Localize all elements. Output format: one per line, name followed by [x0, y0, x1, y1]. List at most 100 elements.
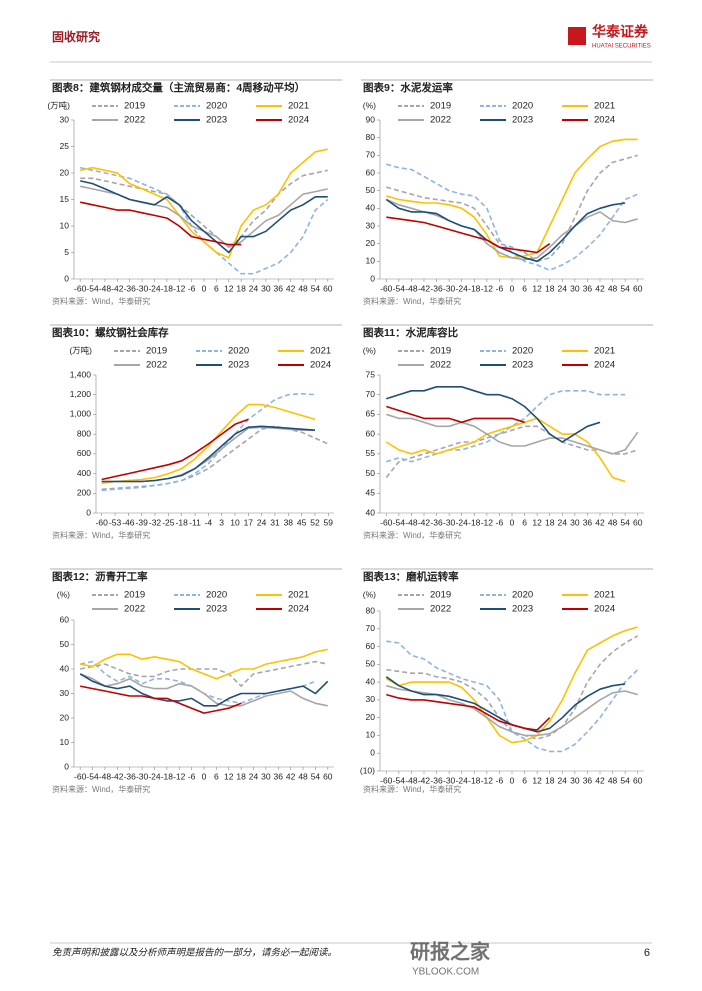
series-line [386, 635, 639, 740]
x-tick-label: -18 [161, 771, 174, 781]
x-tick-label: 42 [595, 775, 605, 785]
legend-label: 2023 [206, 115, 227, 126]
x-tick-label: 18 [236, 283, 246, 293]
x-tick-label: 6 [522, 775, 527, 785]
x-tick-label: -54 [393, 283, 406, 293]
x-tick-label: -6 [496, 283, 504, 293]
legend-label: 2023 [512, 115, 533, 126]
x-tick-label: 12 [532, 283, 542, 293]
legend-label: 2021 [288, 590, 309, 601]
section-label: 固收研究 [52, 29, 100, 44]
x-tick-label: 36 [583, 775, 593, 785]
logo-text: 华泰证券 [592, 24, 649, 40]
y-tick-label: 0 [64, 761, 69, 771]
x-tick-label: 0 [510, 775, 515, 785]
x-tick-label: -12 [173, 771, 186, 781]
x-tick-label: 0 [510, 517, 515, 527]
y-tick-label: 70 [366, 623, 376, 633]
series-line [386, 405, 525, 424]
series-line [80, 201, 242, 246]
legend-label: 2021 [288, 101, 309, 112]
series-line [386, 390, 626, 463]
legend-label: 2022 [430, 360, 451, 371]
y-tick-label: 45 [366, 488, 376, 498]
y-tick-label: 600 [77, 448, 91, 458]
y-tick-label: 25 [60, 141, 70, 151]
x-tick-label: 48 [608, 283, 618, 293]
legend-label: 2020 [206, 101, 227, 112]
chart-title: 图表9：水泥发运率 [363, 81, 453, 94]
x-tick-label: 0 [510, 283, 515, 293]
series-line [80, 685, 242, 714]
legend-label: 2022 [124, 604, 145, 615]
x-tick-label: -42 [418, 775, 431, 785]
x-tick-label: 6 [522, 517, 527, 527]
series-line [386, 216, 551, 254]
x-tick-label: -36 [430, 283, 443, 293]
x-tick-label: 60 [633, 283, 643, 293]
x-tick-label: -30 [443, 517, 456, 527]
y-tick-label: 60 [366, 167, 376, 177]
x-tick-label: -18 [161, 283, 174, 293]
x-tick-label: 24 [249, 283, 259, 293]
x-tick-label: 18 [545, 283, 555, 293]
watermark-url: YBLOOK.COM [412, 967, 479, 978]
legend-label: 2024 [594, 604, 615, 615]
series-line [101, 425, 316, 483]
x-tick-label: 42 [286, 771, 296, 781]
y-tick-label: 80 [366, 132, 376, 142]
x-tick-label: 42 [595, 517, 605, 527]
x-tick-label: 3 [219, 517, 224, 527]
x-tick-label: -24 [456, 283, 469, 293]
source-note: 资料来源：Wind，华泰研究 [363, 784, 461, 794]
y-tick-label: 15 [60, 194, 70, 204]
unit-label: (%) [363, 100, 376, 110]
x-tick-label: 18 [236, 771, 246, 781]
x-tick-label: -46 [122, 517, 135, 527]
x-tick-label: 24 [257, 517, 267, 527]
x-tick-label: 36 [274, 771, 284, 781]
legend-label: 2022 [430, 115, 451, 126]
series-line [79, 673, 328, 707]
legend-label: 2021 [594, 590, 615, 601]
y-tick-label: 90 [366, 114, 376, 124]
series-line [386, 413, 639, 455]
x-tick-label: 0 [202, 771, 207, 781]
legend-label: 2019 [124, 590, 145, 601]
x-tick-label: -42 [111, 771, 124, 781]
source-note: 资料来源：Wind，华泰研究 [52, 296, 150, 306]
x-tick-label: 6 [214, 283, 219, 293]
legend-label: 2019 [430, 346, 451, 357]
x-tick-label: 48 [298, 771, 308, 781]
series-line [386, 386, 601, 443]
x-tick-label: -12 [481, 283, 494, 293]
y-tick-label: 65 [366, 409, 376, 419]
x-tick-label: 10 [230, 517, 240, 527]
x-tick-label: -6 [496, 517, 504, 527]
x-tick-label: -30 [443, 283, 456, 293]
x-tick-label: -42 [111, 283, 124, 293]
chart-title: 图表10：螺纹钢社会库存 [52, 326, 169, 339]
x-tick-label: -24 [148, 771, 161, 781]
series-line [80, 660, 328, 687]
x-tick-label: -18 [468, 775, 481, 785]
y-tick-label: 40 [60, 663, 70, 673]
y-tick-label: 10 [60, 737, 70, 747]
y-tick-label: 10 [60, 220, 70, 230]
x-tick-label: -36 [124, 771, 137, 781]
legend-label: 2023 [512, 604, 533, 615]
x-tick-label: -42 [418, 283, 431, 293]
y-tick-label: 0 [370, 273, 375, 283]
x-tick-label: 12 [532, 517, 542, 527]
x-tick-label: -60 [380, 517, 393, 527]
x-tick-label: -30 [136, 283, 149, 293]
series-line [385, 676, 626, 733]
legend-label: 2024 [288, 115, 309, 126]
x-tick-label: -18 [176, 517, 189, 527]
series-line [385, 198, 626, 263]
y-tick-label: 50 [60, 639, 70, 649]
y-tick-label: 1,400 [70, 369, 92, 379]
y-tick-label: 0 [86, 507, 91, 517]
x-tick-label: -48 [405, 517, 418, 527]
y-tick-label: 0 [370, 747, 375, 757]
